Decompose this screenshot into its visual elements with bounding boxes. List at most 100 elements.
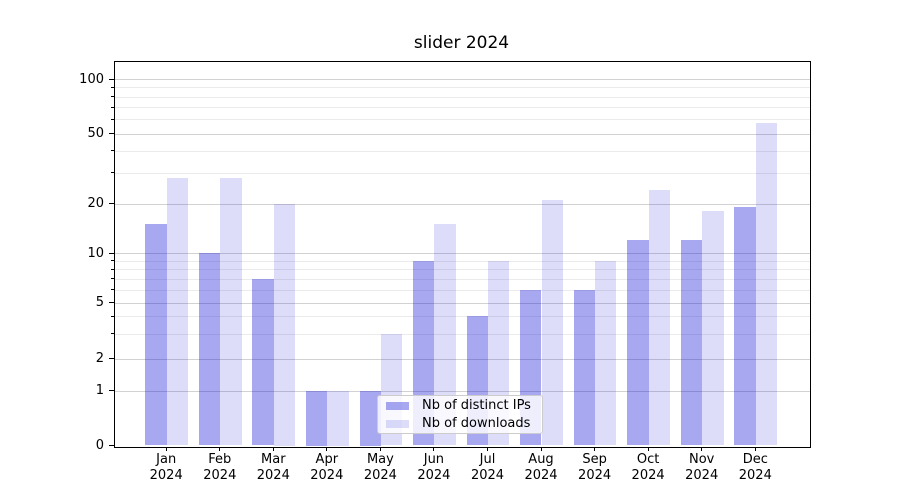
x-tick-label-jul: Jul 2024 bbox=[453, 452, 523, 483]
y-minor-tick-mark-40 bbox=[111, 150, 114, 151]
x-tick-year: 2024 bbox=[631, 467, 665, 483]
y-tick-label-1: 1 bbox=[95, 383, 104, 398]
x-tick-mark-oct bbox=[647, 446, 649, 451]
bar-nb-of-distinct-ips-oct bbox=[627, 240, 649, 446]
x-tick-label-apr: Apr 2024 bbox=[292, 452, 362, 483]
x-tick-mark-feb bbox=[219, 446, 221, 451]
x-tick-month: Dec bbox=[742, 452, 768, 467]
x-tick-year: 2024 bbox=[738, 467, 772, 483]
legend-label-distinct-ips: Nb of distinct IPs bbox=[422, 397, 531, 413]
x-tick-label-feb: Feb 2024 bbox=[185, 452, 255, 483]
x-tick-label-jan: Jan 2024 bbox=[131, 452, 201, 483]
x-tick-month: Aug bbox=[528, 452, 554, 467]
gridline-minor-40 bbox=[114, 150, 810, 152]
x-tick-year: 2024 bbox=[470, 467, 505, 483]
y-minor-tick-mark-7 bbox=[111, 278, 114, 280]
x-tick-mark-sep bbox=[594, 446, 596, 451]
x-tick-mark-apr bbox=[326, 446, 328, 451]
x-tick-month: Sep bbox=[582, 452, 607, 467]
x-tick-year: 2024 bbox=[417, 467, 451, 483]
y-tick-label-50: 50 bbox=[87, 126, 104, 141]
y-minor-tick-mark-60 bbox=[111, 118, 114, 120]
y-minor-tick-mark-9 bbox=[111, 260, 114, 262]
y-minor-tick-mark-4 bbox=[111, 315, 114, 317]
y-tick-label-100: 100 bbox=[79, 71, 104, 87]
gridline-minor-7 bbox=[114, 278, 810, 280]
y-minor-tick-mark-70 bbox=[111, 106, 114, 108]
x-tick-month: Oct bbox=[636, 452, 660, 467]
y-minor-tick-mark-30 bbox=[111, 172, 114, 173]
bar-nb-of-downloads-nov bbox=[702, 211, 724, 446]
x-tick-mark-dec bbox=[754, 446, 756, 451]
gridline-major-100 bbox=[114, 79, 810, 80]
bar-nb-of-downloads-sep bbox=[595, 260, 617, 446]
bar-nb-of-downloads-jun bbox=[434, 224, 456, 446]
gridline-minor-6 bbox=[114, 289, 810, 291]
bar-nb-of-downloads-dec bbox=[755, 123, 778, 446]
x-tick-month: Jul bbox=[479, 452, 496, 467]
x-tick-label-may: May 2024 bbox=[345, 452, 415, 483]
y-tick-mark-100 bbox=[109, 78, 114, 80]
x-tick-label-aug: Aug 2024 bbox=[506, 452, 576, 483]
x-tick-month: Feb bbox=[208, 452, 232, 467]
x-tick-mark-jan bbox=[165, 446, 167, 451]
x-tick-mark-jul bbox=[487, 446, 488, 451]
gridline-minor-80 bbox=[114, 96, 810, 98]
gridline-minor-90 bbox=[114, 87, 810, 89]
y-minor-tick-mark-3 bbox=[111, 333, 114, 335]
gridline-minor-70 bbox=[114, 107, 810, 108]
y-tick-mark-10 bbox=[109, 252, 114, 254]
bar-nb-of-distinct-ips-may bbox=[359, 390, 381, 446]
x-tick-mark-jun bbox=[433, 446, 435, 451]
y-tick-mark-1 bbox=[109, 390, 114, 391]
x-tick-month: Nov bbox=[689, 452, 715, 467]
gridline-major-2 bbox=[114, 358, 810, 360]
bar-nb-of-distinct-ips-dec bbox=[734, 207, 756, 446]
y-minor-tick-mark-80 bbox=[111, 96, 114, 97]
gridline-minor-9 bbox=[114, 260, 810, 262]
x-tick-year: 2024 bbox=[363, 467, 397, 483]
gridline-minor-3 bbox=[114, 333, 810, 335]
gridline-minor-60 bbox=[114, 119, 810, 121]
y-tick-mark-0 bbox=[109, 445, 114, 446]
bar-nb-of-downloads-aug bbox=[541, 199, 563, 446]
gridline-major-1 bbox=[114, 390, 810, 392]
y-tick-mark-20 bbox=[109, 203, 114, 204]
bar-nb-of-distinct-ips-mar bbox=[252, 278, 274, 446]
y-minor-tick-mark-90 bbox=[111, 86, 114, 88]
y-tick-mark-50 bbox=[109, 133, 114, 134]
y-tick-label-2: 2 bbox=[95, 351, 104, 366]
x-tick-year: 2024 bbox=[203, 467, 237, 483]
y-minor-tick-mark-6 bbox=[111, 289, 114, 291]
legend-entry-downloads: Nb of downloads bbox=[386, 415, 534, 431]
x-tick-label-mar: Mar 2024 bbox=[238, 452, 308, 483]
x-tick-label-sep: Sep 2024 bbox=[560, 452, 630, 483]
gridline-minor-30 bbox=[114, 172, 810, 174]
x-tick-year: 2024 bbox=[578, 467, 612, 483]
bar-nb-of-distinct-ips-nov bbox=[680, 240, 703, 446]
x-tick-label-jun: Jun 2024 bbox=[399, 452, 469, 483]
y-tick-label-0: 0 bbox=[95, 438, 104, 453]
x-tick-month: May bbox=[366, 452, 394, 467]
bar-nb-of-distinct-ips-feb bbox=[198, 253, 221, 446]
gridline-major-5 bbox=[114, 302, 810, 304]
gridlines-layer bbox=[114, 62, 810, 447]
x-tick-year: 2024 bbox=[310, 467, 344, 483]
legend-label-downloads: Nb of downloads bbox=[422, 415, 531, 431]
bar-nb-of-downloads-feb bbox=[220, 177, 242, 446]
x-tick-label-nov: Nov 2024 bbox=[667, 452, 737, 483]
y-tick-mark-2 bbox=[109, 358, 114, 359]
gridline-minor-8 bbox=[114, 269, 810, 271]
y-tick-label-10: 10 bbox=[87, 245, 104, 261]
y-tick-label-5: 5 bbox=[95, 295, 104, 310]
bar-nb-of-distinct-ips-apr bbox=[305, 390, 328, 446]
gridline-major-20 bbox=[114, 203, 810, 205]
y-minor-tick-mark-8 bbox=[111, 268, 114, 270]
bar-nb-of-downloads-oct bbox=[648, 189, 670, 446]
bars-layer bbox=[115, 62, 810, 447]
y-tick-label-20: 20 bbox=[87, 196, 104, 211]
bar-nb-of-downloads-mar bbox=[273, 203, 296, 446]
gridline-minor-4 bbox=[114, 316, 810, 318]
x-tick-year: 2024 bbox=[524, 467, 558, 483]
